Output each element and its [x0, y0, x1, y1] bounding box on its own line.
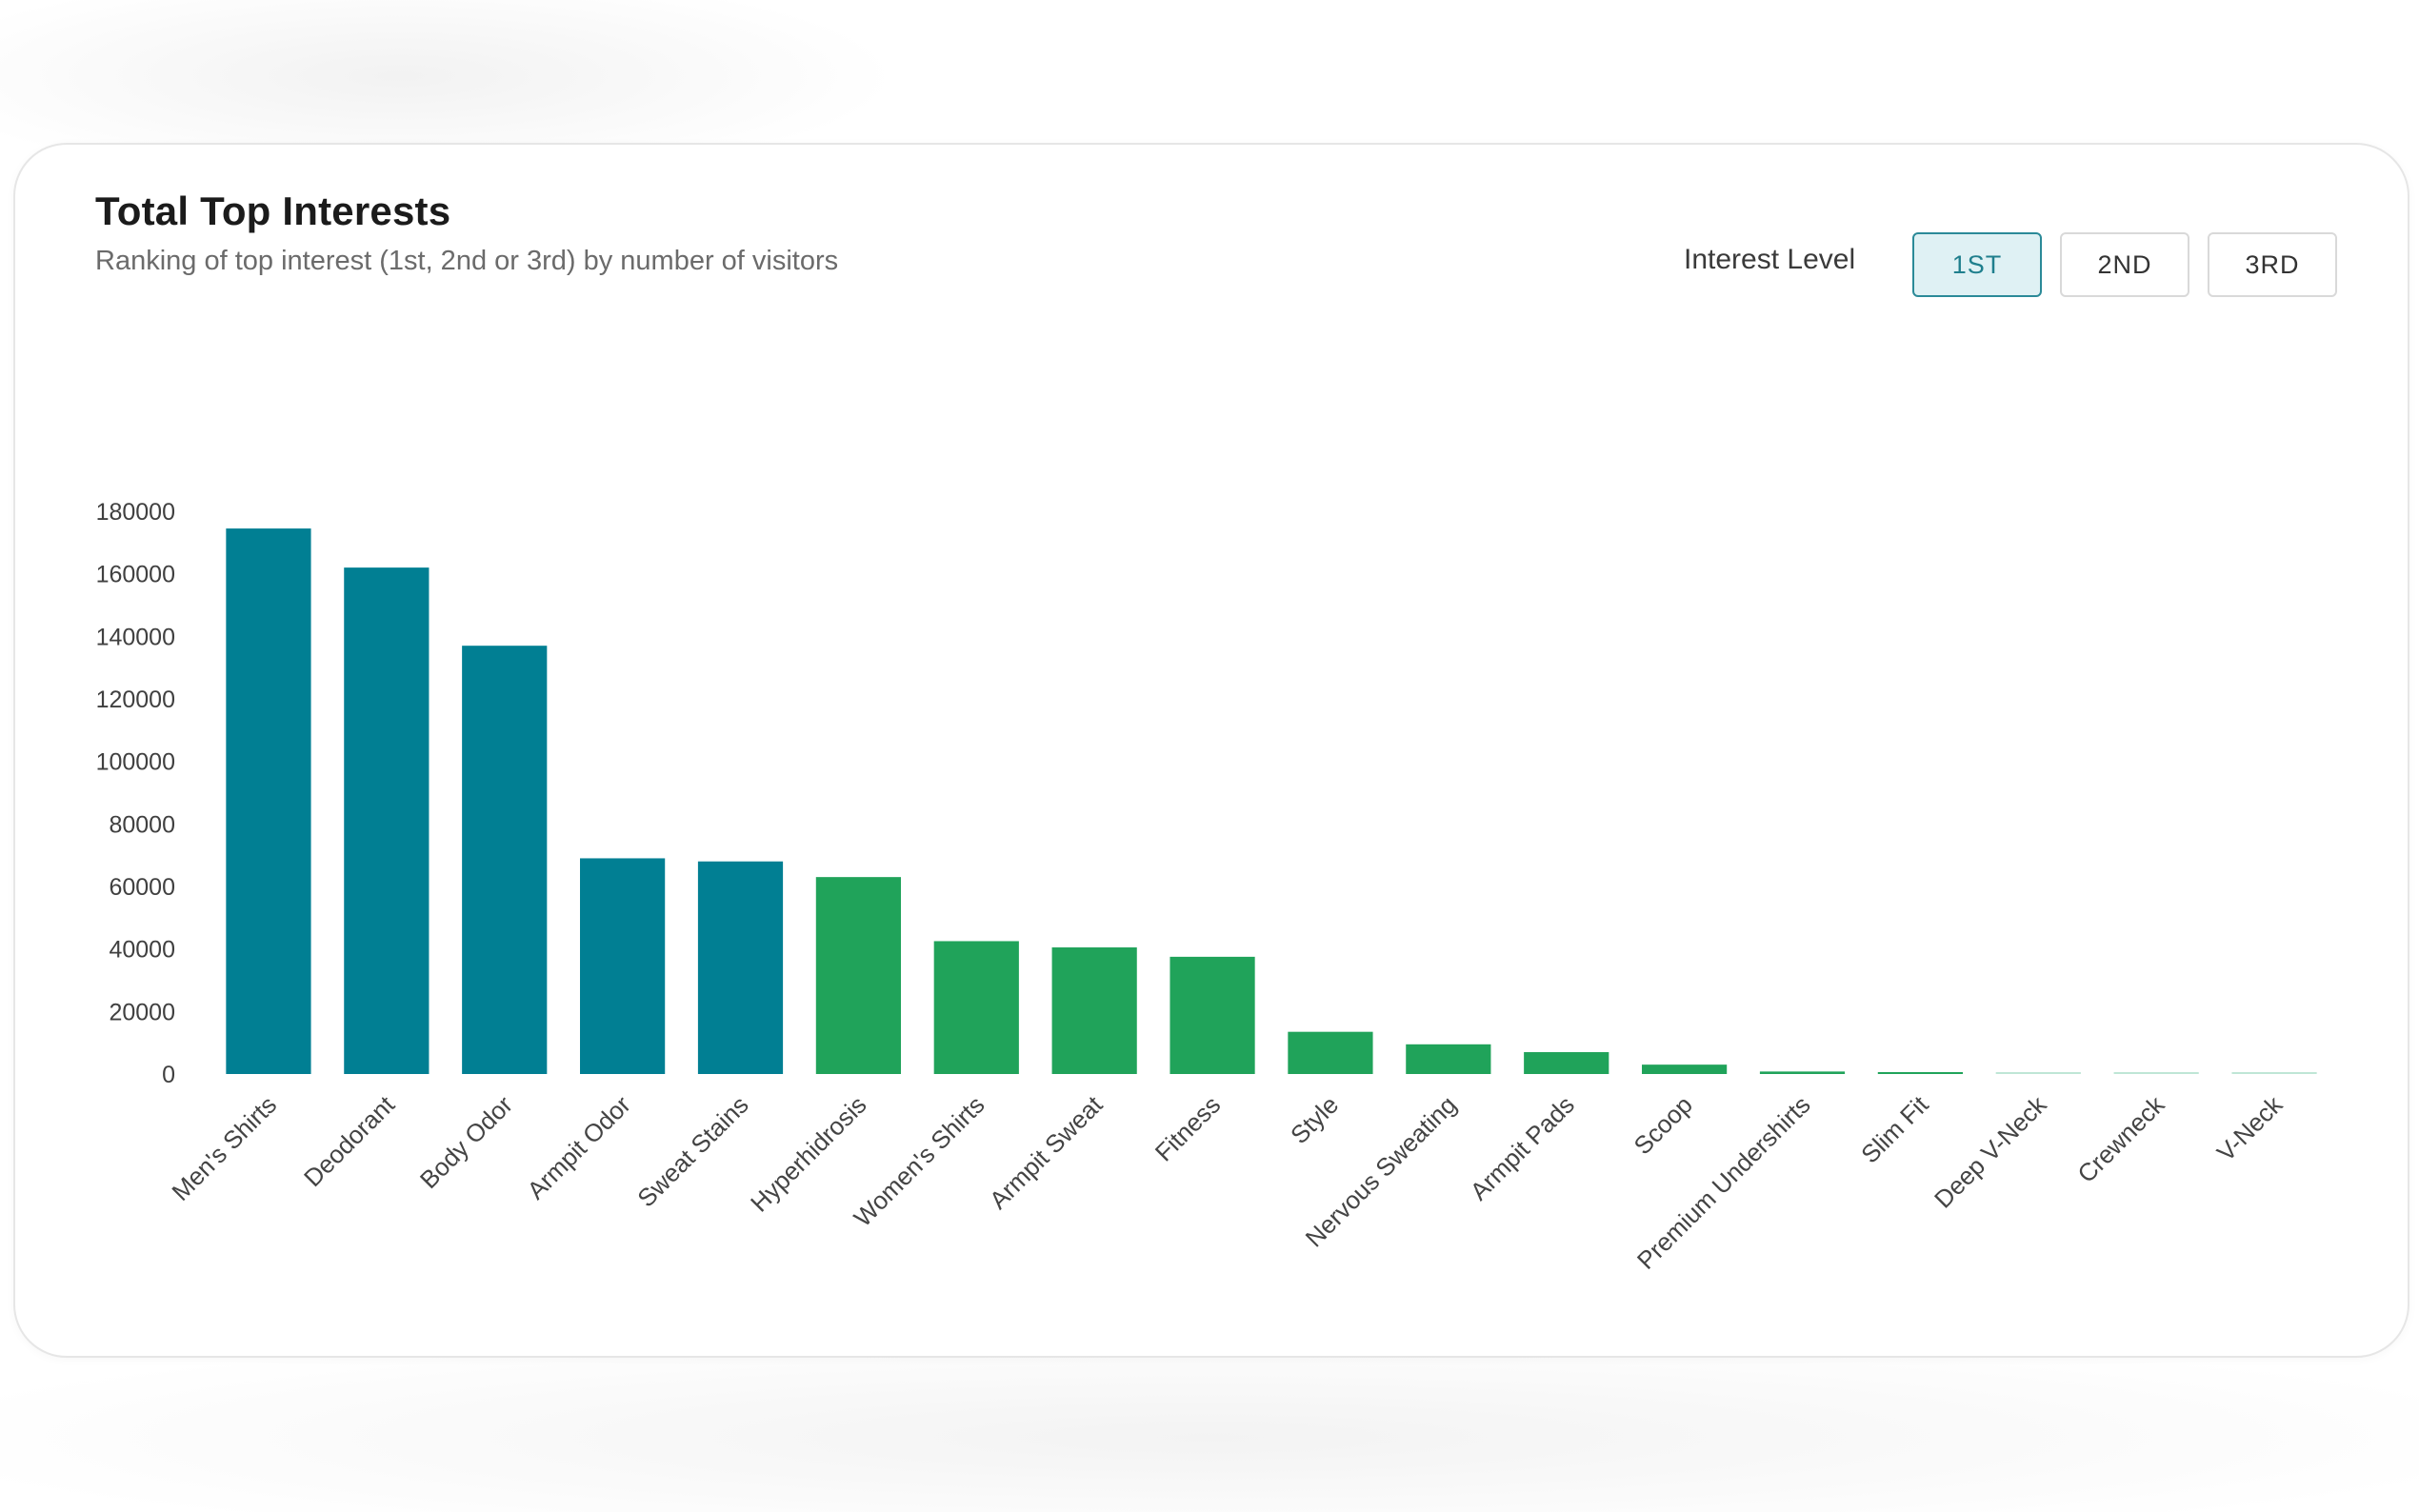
- x-category-label: Scoop: [1629, 1090, 1698, 1160]
- y-tick-label: 120000: [96, 686, 175, 713]
- x-category-label: Fitness: [1150, 1090, 1226, 1166]
- bar[interactable]: [2113, 1072, 2199, 1074]
- bar[interactable]: [226, 528, 311, 1074]
- bar[interactable]: [1406, 1044, 1491, 1074]
- bar[interactable]: [697, 861, 784, 1074]
- bar[interactable]: [344, 567, 430, 1074]
- card-subtitle: Ranking of top interest (1st, 2nd or 3rd…: [95, 246, 839, 276]
- x-category-label: Armpit Odor: [522, 1090, 637, 1205]
- x-category-label: Sweat Stains: [631, 1090, 754, 1213]
- interest-level-2nd-button[interactable]: 2ND: [2060, 232, 2189, 297]
- y-tick-label: 160000: [96, 562, 175, 588]
- bar[interactable]: [1877, 1072, 1963, 1074]
- x-category-label: Armpit Pads: [1465, 1090, 1580, 1205]
- bar[interactable]: [1759, 1071, 1846, 1074]
- bar[interactable]: [815, 877, 901, 1074]
- bar[interactable]: [580, 858, 666, 1074]
- bar[interactable]: [1524, 1052, 1609, 1074]
- x-category-label: Men's Shirts: [166, 1090, 282, 1206]
- x-category-label: Slim Fit: [1855, 1089, 1934, 1168]
- card-title: Total Top Interests: [95, 189, 451, 233]
- x-category-label: Style: [1285, 1090, 1344, 1149]
- y-tick-label: 20000: [109, 999, 175, 1025]
- y-tick-label: 180000: [96, 499, 175, 526]
- bar[interactable]: [933, 941, 1019, 1074]
- y-tick-label: 80000: [109, 811, 175, 838]
- y-tick-label: 140000: [96, 624, 175, 650]
- bar[interactable]: [1995, 1072, 2081, 1074]
- x-category-label: Armpit Sweat: [984, 1089, 1109, 1214]
- bar[interactable]: [2231, 1072, 2317, 1074]
- x-category-label: Body Odor: [414, 1090, 518, 1194]
- x-category-label: V-Neck: [2211, 1089, 2289, 1166]
- interest-level-label: Interest Level: [1684, 244, 1856, 275]
- y-tick-label: 0: [162, 1062, 175, 1088]
- bar[interactable]: [1051, 947, 1137, 1074]
- interest-level-1st-button[interactable]: 1ST: [1912, 232, 2042, 297]
- y-tick-label: 100000: [96, 749, 175, 776]
- x-category-label: Deep V-Neck: [1929, 1089, 2052, 1213]
- bar[interactable]: [1642, 1064, 1728, 1074]
- y-tick-label: 60000: [109, 874, 175, 901]
- x-category-label: Deodorant: [298, 1089, 401, 1192]
- x-category-label: Hyperhidrosis: [745, 1090, 872, 1218]
- interest-level-3rd-button[interactable]: 3RD: [2208, 232, 2337, 297]
- bar[interactable]: [1288, 1031, 1373, 1074]
- x-category-label: Crewneck: [2071, 1089, 2170, 1188]
- bar[interactable]: [1170, 956, 1255, 1074]
- y-tick-label: 40000: [109, 937, 175, 964]
- bar[interactable]: [462, 646, 548, 1074]
